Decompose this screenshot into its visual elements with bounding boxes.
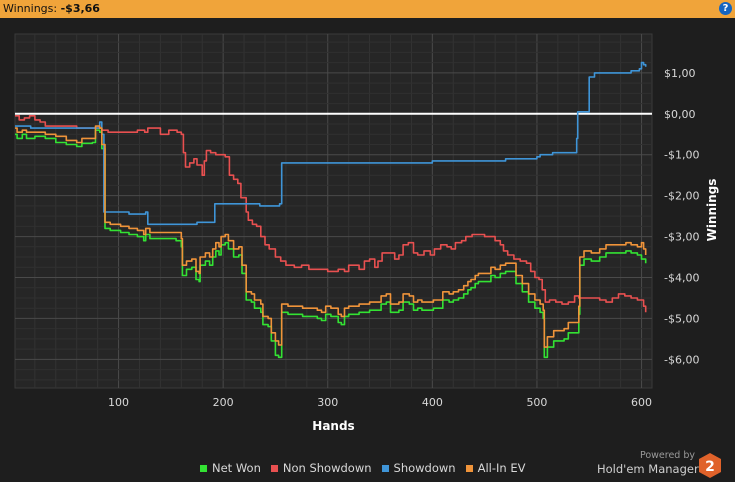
x-tick-label: 400 bbox=[422, 396, 443, 409]
holdem-manager-logo-text: Hold'em Manager bbox=[597, 462, 699, 476]
series-line-all-in-ev[interactable] bbox=[15, 125, 647, 348]
legend-item-showdown[interactable]: Showdown bbox=[381, 461, 456, 475]
y-tick-label: -$6,00 bbox=[664, 353, 699, 366]
y-tick-label: $0,00 bbox=[664, 108, 696, 121]
legend-item-all-in-ev[interactable]: All-In EV bbox=[465, 461, 526, 475]
y-tick-label: -$2,00 bbox=[664, 190, 699, 203]
x-tick-label: 300 bbox=[317, 396, 338, 409]
series-line-net-won[interactable] bbox=[15, 129, 647, 359]
x-tick-label: 100 bbox=[108, 396, 129, 409]
legend-item-net-won[interactable]: Net Won bbox=[200, 461, 261, 475]
winnings-label: Winnings: bbox=[3, 2, 58, 15]
badge-digit: 2 bbox=[705, 459, 715, 475]
y-axis-label: Winnings bbox=[705, 179, 719, 242]
legend-swatch-showdown bbox=[381, 464, 389, 472]
y-tick-label: $1,00 bbox=[664, 67, 696, 80]
winnings-chart: 100 200 300 400 500 600 $1,00 $0,00 -$1,00 -$2,00… bbox=[14, 33, 719, 433]
x-axis-label: Hands bbox=[312, 419, 354, 433]
series-line-non-showdown[interactable] bbox=[15, 115, 647, 313]
y-tick-label: -$5,00 bbox=[664, 312, 699, 325]
winnings-value: -$3,66 bbox=[60, 2, 100, 15]
legend-label-showdown: Showdown bbox=[393, 461, 456, 475]
x-tick-label: 500 bbox=[526, 396, 547, 409]
holdem-manager-badge-icon: 2 bbox=[699, 453, 721, 478]
legend-swatch-all-in-ev bbox=[465, 464, 473, 472]
legend-label-all-in-ev: All-In EV bbox=[477, 461, 526, 475]
y-tick-label: -$1,00 bbox=[664, 149, 699, 162]
x-tick-label: 200 bbox=[213, 396, 234, 409]
y-tick-label: -$3,00 bbox=[664, 231, 699, 244]
chart-legend: Net Won Non Showdown Showdown All-In EV bbox=[200, 461, 525, 475]
x-tick-label: 600 bbox=[631, 396, 652, 409]
plot-area bbox=[14, 33, 653, 389]
winnings-header: Winnings: -$3,66 ? bbox=[0, 0, 735, 18]
legend-item-non-showdown[interactable]: Non Showdown bbox=[270, 461, 372, 475]
legend-label-non-showdown: Non Showdown bbox=[282, 461, 372, 475]
powered-by-text: Powered by bbox=[639, 450, 695, 461]
legend-swatch-net-won bbox=[200, 464, 207, 472]
winnings-summary: Winnings: -$3,66 bbox=[3, 2, 100, 15]
series-line-showdown[interactable] bbox=[15, 61, 647, 226]
question-circle-icon[interactable]: ? bbox=[719, 2, 732, 15]
legend-swatch-non-showdown bbox=[270, 464, 278, 472]
legend-label-net-won: Net Won bbox=[212, 461, 261, 475]
y-tick-label: -$4,00 bbox=[664, 272, 699, 285]
